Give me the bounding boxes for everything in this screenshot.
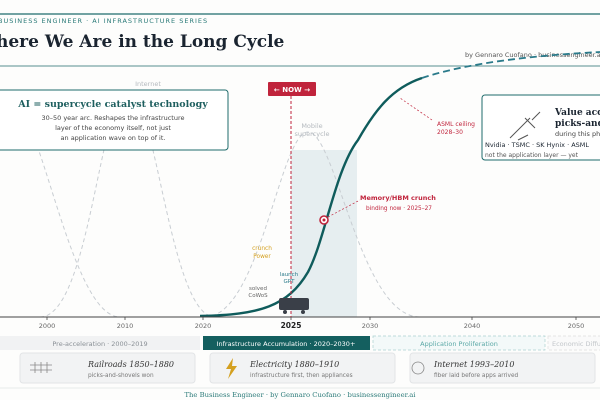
memory-marker-dot xyxy=(322,218,326,222)
phase-bar xyxy=(547,335,600,351)
asml-leader xyxy=(399,97,433,121)
history-card xyxy=(19,352,196,384)
phase-label: Application Proliferation xyxy=(420,340,498,348)
right-box-text: Nvidia · TSMC · SK Hynix · ASML xyxy=(485,141,589,149)
card-title: Electricity 1880–1910 xyxy=(249,360,339,369)
bolt-icon xyxy=(226,358,237,379)
phase-label: Economic Diffusio xyxy=(552,340,600,348)
memory-sub: binding now · 2025–27 xyxy=(366,206,432,212)
now-zone xyxy=(291,150,357,317)
x-tick-label: 2030 xyxy=(362,322,379,330)
right-box-text: during this pha xyxy=(555,130,600,138)
left-box xyxy=(0,89,229,151)
x-tick-label: 2050 xyxy=(568,322,585,330)
right-box xyxy=(481,94,600,161)
mobile-label: supercycle xyxy=(295,130,330,138)
card-title: Railroads 1850–1880 xyxy=(87,360,174,369)
launch-label: GPT xyxy=(284,279,296,285)
history-card xyxy=(409,352,596,384)
train-wheel xyxy=(283,310,287,314)
x-tick-label: 2010 xyxy=(117,322,134,330)
mobile-cycle xyxy=(204,131,421,318)
left-box-title: AI = supercycle catalyst technology xyxy=(17,99,208,110)
memory-label: Memory/HBM crunch xyxy=(360,194,436,202)
right-box-title: picks-and-s xyxy=(555,119,600,129)
asml-label: 2028–30 xyxy=(437,129,463,136)
card-title: Internet 1993–2010 xyxy=(433,360,514,369)
series-label: BUSINESS ENGINEER · AI INFRASTRUCTURE SE… xyxy=(0,17,208,25)
card-sub: fiber laid before apps arrived xyxy=(434,373,519,379)
phase-label: Pre-acceleration · 2000–2019 xyxy=(52,340,147,348)
right-box-title: Value accru xyxy=(554,108,600,118)
byline: by Gennaro Cuofano · businessengineer.ai… xyxy=(465,51,600,59)
title: here We Are in the Long Cycle xyxy=(0,32,285,52)
globe-icon xyxy=(411,361,425,375)
train-wheel xyxy=(301,310,305,314)
right-box-text: not the application layer — yet xyxy=(485,152,579,159)
history-card xyxy=(209,352,396,384)
now-label: ← NOW → xyxy=(274,86,310,94)
asml-label: ASML ceiling xyxy=(437,121,475,128)
now-badge xyxy=(268,82,316,96)
phase-bar xyxy=(203,336,370,350)
x-tick-label: 2040 xyxy=(464,322,481,330)
launch-label: launch xyxy=(280,272,299,278)
footer: The Business Engineer · by Gennaro Cuofa… xyxy=(185,391,417,399)
tools-icon xyxy=(509,111,541,141)
phase-label: Infrastructure Accumulation · 2020–2030+ xyxy=(217,340,356,348)
cowos-label: CoWoS xyxy=(248,293,268,299)
cowos-label: solved xyxy=(249,286,267,292)
power-label: crunch xyxy=(252,246,272,252)
phase-bar xyxy=(372,335,546,351)
left-box-text: an application wave on top of it. xyxy=(61,134,166,142)
mobile-label: Mobile xyxy=(301,122,322,130)
x-tick-label: 2025 xyxy=(281,321,302,330)
x-tick-label: 2000 xyxy=(39,322,56,330)
left-box-text: 30–50 year arc. Reshapes the infrastruct… xyxy=(41,114,184,122)
power-label: Power xyxy=(253,254,271,260)
x-tick-label: 2020 xyxy=(195,322,212,330)
phase-bar xyxy=(0,336,200,350)
left-box-text: layer of the economy itself, not just xyxy=(55,124,171,132)
card-sub: infrastructure first, then appliances xyxy=(250,373,353,379)
internet-label: Internet xyxy=(135,80,161,88)
train-icon xyxy=(279,298,309,310)
ai-s-curve-projection xyxy=(421,51,600,79)
rail-icon xyxy=(30,362,52,373)
card-sub: picks-and-shovels won xyxy=(88,373,154,379)
x-ticks: 2000 2010 2020 2025 2030 2040 2050 xyxy=(39,317,585,330)
